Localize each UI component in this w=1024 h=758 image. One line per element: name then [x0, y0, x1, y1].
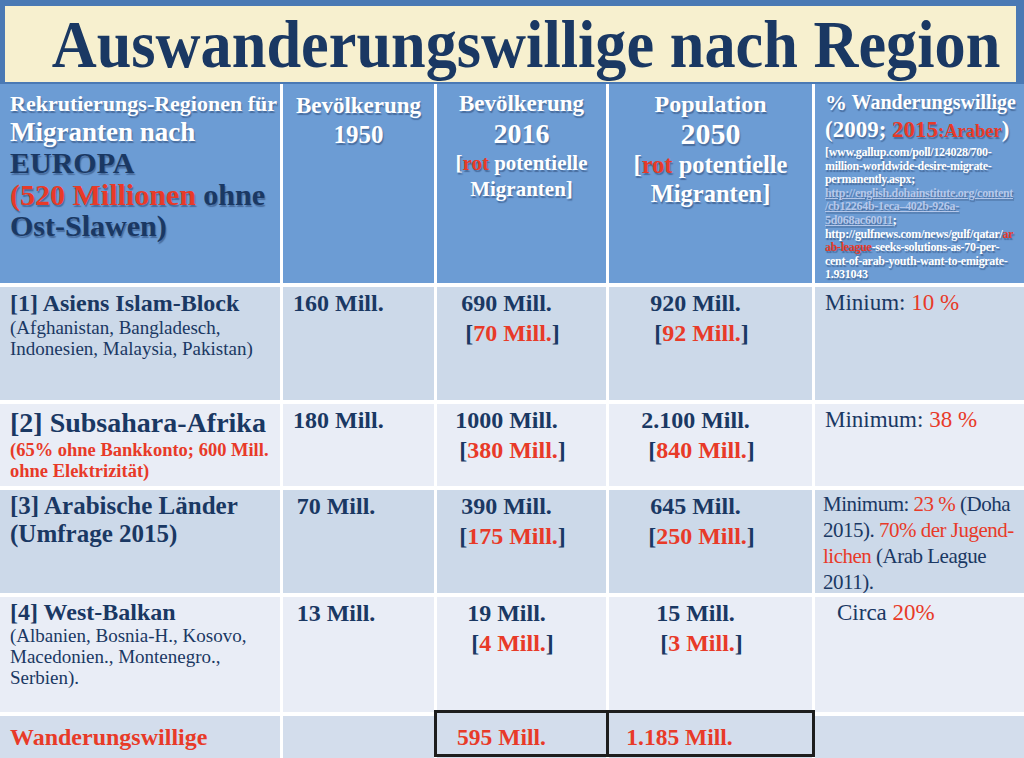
row-3-pct: Minimum: 23 % (Doha 2015). 70% der Jugen…: [815, 490, 1024, 593]
row-1-region: [1] Asiens Islam-Block (Afghanistan, Ban…: [0, 287, 280, 400]
row-2-pop2050: 2.100 Mill. [840 Mill.]: [609, 404, 812, 486]
row-2-pct: Minimum: 38 %: [815, 404, 1024, 486]
row-1-pop1950: 160 Mill.: [283, 287, 434, 400]
row-4-pop2016: 19 Mill. [4 Mill.]: [437, 597, 606, 712]
url-gallup: [www.gallup.com/poll/124028/700-million-…: [825, 145, 992, 186]
header-pop1950: Bevölkerung 1950: [283, 84, 434, 283]
table: Rekrutierungs-Regionen für Migranten nac…: [0, 84, 1024, 758]
title-panel: Auswanderungswillige nach Region: [5, 6, 1016, 82]
footer-total-2050: 1.185 Mill.: [609, 716, 812, 758]
top-band: Auswanderungswillige nach Region: [0, 0, 1024, 84]
row-2-pop1950: 180 Mill.: [283, 404, 434, 486]
url-gulfnews: http://gulfnews.com/news/gulf/qatar/arab…: [825, 227, 1013, 282]
row-4-region: [4] West-Balkan (Albanien, Bosnia-H., Ko…: [0, 597, 280, 712]
header-regions: Rekrutierungs-Regionen für Migranten nac…: [0, 84, 280, 283]
row-1-pop2050: 920 Mill. [92 Mill.]: [609, 287, 812, 400]
row-1-pop2016: 690 Mill. [70 Mill.]: [437, 287, 606, 400]
row-2-pop2016: 1000 Mill. [380 Mill.]: [437, 404, 606, 486]
row-4-pop1950: 13 Mill.: [283, 597, 434, 712]
url-dohainstitute-link[interactable]: http://english.dohainstitute.org/content…: [825, 186, 1013, 227]
row-3-pop1950: 70 Mill.: [283, 490, 434, 593]
footer-label: Wanderungswillige: [0, 716, 280, 758]
row-3-pop2016: 390 Mill. [175 Mill.]: [437, 490, 606, 593]
row-4-pct: Circa 20%: [815, 597, 1024, 712]
header-pop2050: Population 2050 [rot potentielle Migrant…: [609, 84, 812, 283]
row-2-region: [2] Subsahara-Afrika (65% ohne Bankkonto…: [0, 404, 280, 486]
footer-empty-pct: [815, 716, 1024, 758]
row-3-region: [3] Arabische Länder (Umfrage 2015): [0, 490, 280, 593]
row-1-pct: Minium: 10 %: [815, 287, 1024, 400]
page-title: Auswanderungswillige nach Region: [52, 6, 1001, 83]
footer-empty-1950: [283, 716, 434, 758]
footer-total-2016: 595 Mill.: [437, 716, 606, 758]
row-3-pop2050: 645 Mill. [250 Mill.]: [609, 490, 812, 593]
header-wanderungswillige: %Wanderungswillige (2009; 2015:Araber) […: [815, 84, 1024, 283]
header-pop2016: Bevölkerung 2016 [rot potentielle Migran…: [437, 84, 606, 283]
row-4-pop2050: 15 Mill. [3 Mill.]: [609, 597, 812, 712]
